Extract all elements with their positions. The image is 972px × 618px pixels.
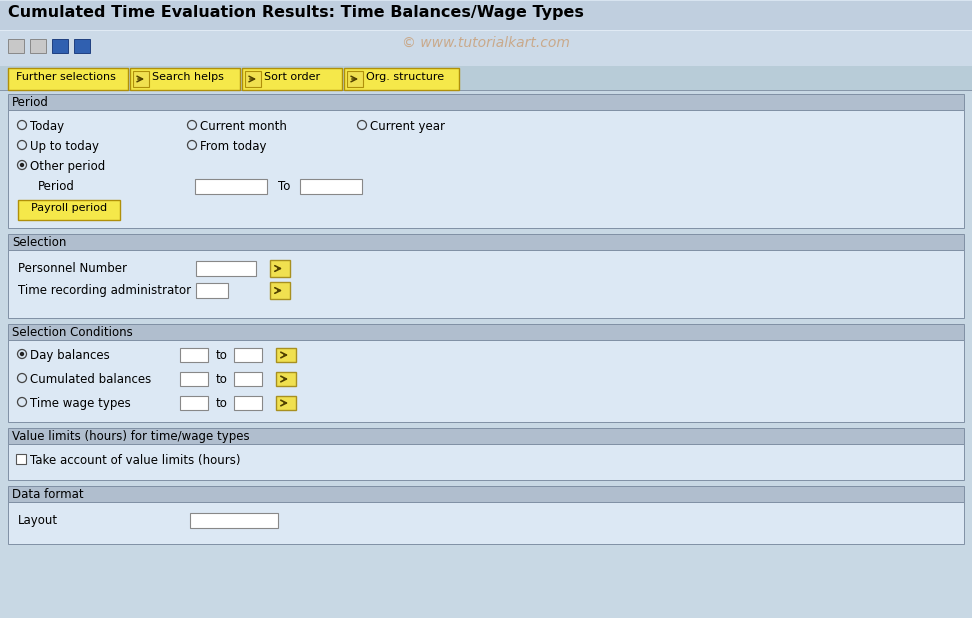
Bar	[195, 179, 267, 194]
Text: to: to	[216, 349, 227, 362]
Text: Period: Period	[12, 96, 49, 109]
Bar	[8, 68, 128, 90]
Bar	[196, 283, 228, 298]
Bar	[270, 260, 290, 277]
Text: Search helps: Search helps	[152, 72, 224, 82]
Bar	[276, 348, 296, 362]
Text: © www.tutorialkart.com: © www.tutorialkart.com	[402, 36, 570, 50]
Bar	[8, 324, 964, 340]
Text: to: to	[216, 373, 227, 386]
Bar	[234, 396, 262, 410]
Bar	[196, 261, 256, 276]
Bar	[0, 30, 972, 66]
Circle shape	[19, 352, 24, 356]
Bar	[276, 396, 296, 410]
Text: Layout: Layout	[18, 514, 58, 527]
Bar	[52, 39, 68, 53]
Bar	[245, 71, 261, 87]
Bar	[276, 372, 296, 386]
Text: Value limits (hours) for time/wage types: Value limits (hours) for time/wage types	[12, 430, 250, 443]
Text: Cumulated balances: Cumulated balances	[30, 373, 152, 386]
Bar	[180, 396, 208, 410]
Text: Personnel Number: Personnel Number	[18, 262, 127, 275]
Text: Take account of value limits (hours): Take account of value limits (hours)	[30, 454, 240, 467]
Bar	[8, 502, 964, 544]
Bar	[30, 39, 46, 53]
Text: Period: Period	[38, 180, 75, 193]
Bar	[234, 372, 262, 386]
Bar	[18, 200, 120, 220]
Text: Current month: Current month	[200, 120, 287, 133]
Bar	[344, 68, 459, 90]
Bar	[234, 348, 262, 362]
Bar	[130, 68, 240, 90]
Text: Current year: Current year	[370, 120, 445, 133]
Bar	[300, 179, 362, 194]
Text: Payroll period: Payroll period	[31, 203, 107, 213]
Text: Today: Today	[30, 120, 64, 133]
Text: Cumulated Time Evaluation Results: Time Balances/Wage Types: Cumulated Time Evaluation Results: Time …	[8, 5, 584, 20]
Bar	[190, 513, 278, 528]
Text: To: To	[278, 180, 291, 193]
Bar	[133, 71, 149, 87]
Bar	[242, 68, 342, 90]
Bar	[8, 444, 964, 480]
Bar	[180, 348, 208, 362]
Bar	[0, 91, 972, 618]
Text: Further selections: Further selections	[16, 72, 116, 82]
Bar	[8, 39, 24, 53]
Text: From today: From today	[200, 140, 266, 153]
Bar	[8, 94, 964, 110]
Bar	[8, 110, 964, 228]
Bar	[8, 428, 964, 444]
Text: Time wage types: Time wage types	[30, 397, 131, 410]
Bar	[0, 30, 972, 31]
Bar	[8, 486, 964, 502]
Bar	[0, 0, 972, 30]
Bar	[16, 454, 26, 464]
Bar	[8, 234, 964, 250]
Bar	[270, 282, 290, 299]
Circle shape	[19, 163, 24, 167]
Bar	[0, 90, 972, 91]
Text: Sort order: Sort order	[264, 72, 320, 82]
Bar	[8, 340, 964, 422]
Text: Up to today: Up to today	[30, 140, 99, 153]
Text: Org. structure: Org. structure	[366, 72, 444, 82]
Bar	[180, 372, 208, 386]
Text: Day balances: Day balances	[30, 349, 110, 362]
Bar	[0, 0, 972, 1]
Text: Data format: Data format	[12, 488, 84, 501]
Text: Selection: Selection	[12, 236, 66, 249]
Bar	[74, 39, 90, 53]
Bar	[347, 71, 363, 87]
Text: Time recording administrator: Time recording administrator	[18, 284, 191, 297]
Text: Other period: Other period	[30, 160, 105, 173]
Text: Selection Conditions: Selection Conditions	[12, 326, 133, 339]
Text: to: to	[216, 397, 227, 410]
Bar	[8, 250, 964, 318]
